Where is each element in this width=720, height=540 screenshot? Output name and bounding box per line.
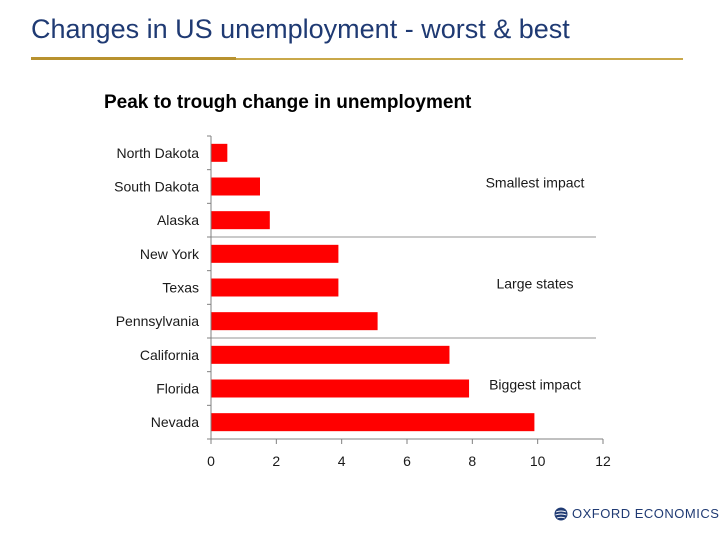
group-label: Large states [496,276,573,292]
x-tick-label: 12 [595,453,611,469]
category-label: California [140,347,199,363]
bar-new-york [211,244,339,263]
title-divider [31,58,683,60]
globe-icon [554,507,568,520]
bar-pennsylvania [211,312,378,331]
x-tick-label: 6 [403,453,411,469]
chart-title: Peak to trough change in unemployment [104,92,472,113]
category-label: North Dakota [117,145,200,161]
category-label: Florida [156,381,199,397]
bar-alaska [211,211,270,230]
bar-texas [211,278,339,297]
x-tick-label: 4 [338,453,346,469]
group-label: Biggest impact [489,377,581,393]
title-divider-accent [31,57,236,60]
slide-title: Changes in US unemployment - worst & bes… [31,14,570,44]
logo-text: OXFORD ECONOMICS [572,506,720,521]
oxford-economics-logo: OXFORD ECONOMICS [554,506,719,521]
category-label: Nevada [151,414,199,430]
group-label: Smallest impact [486,175,585,191]
x-tick-label: 8 [468,453,476,469]
category-label: Texas [162,280,199,296]
bar-florida [211,379,470,398]
category-label: Alaska [157,212,199,228]
x-tick-label: 2 [272,453,280,469]
bar-nevada [211,413,535,432]
x-tick-label: 10 [530,453,546,469]
bar-california [211,345,450,364]
x-tick-label: 0 [207,453,215,469]
bar-north-dakota [211,143,228,162]
category-label: South Dakota [114,179,199,195]
bar-south-dakota [211,177,260,196]
category-label: New York [140,246,200,262]
category-label: Pennsylvania [116,313,199,329]
